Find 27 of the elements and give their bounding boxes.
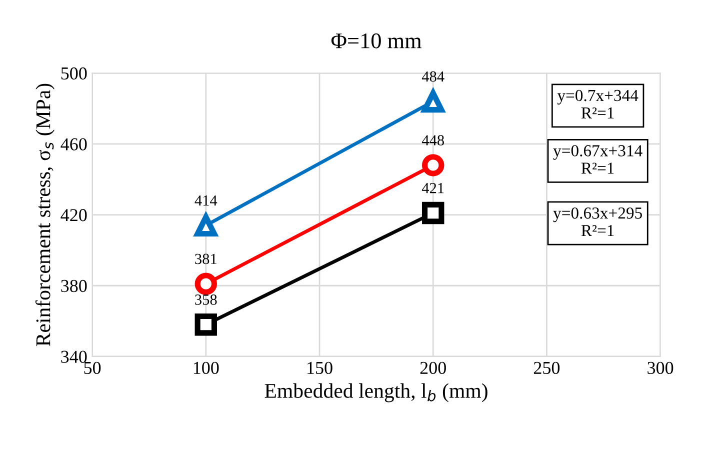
point <box>194 272 218 295</box>
y-tick-label: 500 <box>61 67 87 80</box>
y-tick-label: 420 <box>60 209 87 222</box>
point <box>422 202 444 224</box>
data-label: 421 <box>422 182 444 194</box>
point <box>194 313 218 336</box>
y-tick-label: 380 <box>61 280 87 292</box>
data-label: 381 <box>195 254 216 264</box>
y-axis-title: Reinforcement stress, σ$_{s}$ (MPa) <box>35 84 55 346</box>
x-tick-label: 300 <box>648 362 674 374</box>
x-axis-title: Embedded length, l$_{b}$ (mm) <box>264 383 488 402</box>
x-tick-label: 250 <box>534 362 560 374</box>
x-tick-label: 100 <box>194 362 219 374</box>
x-tick-label: 50 <box>84 362 101 374</box>
data-label: 358 <box>195 294 217 305</box>
annotation: y=0.63x+295 R²=1 <box>553 207 642 236</box>
data-label: 484 <box>422 71 444 82</box>
data-label: 448 <box>422 135 444 146</box>
data-label: 414 <box>194 195 218 206</box>
annotation: y=0.67x+314 R²=1 <box>553 145 642 174</box>
chart-title: Φ=10 mm <box>331 33 422 48</box>
y-tick-label: 340 <box>61 350 87 363</box>
x-tick-label: 200 <box>420 362 446 374</box>
y-tick-label: 460 <box>60 138 87 150</box>
point <box>422 154 444 176</box>
annotation: y=0.7x+344 R²=1 <box>557 90 638 118</box>
x-tick-label: 150 <box>308 362 332 374</box>
